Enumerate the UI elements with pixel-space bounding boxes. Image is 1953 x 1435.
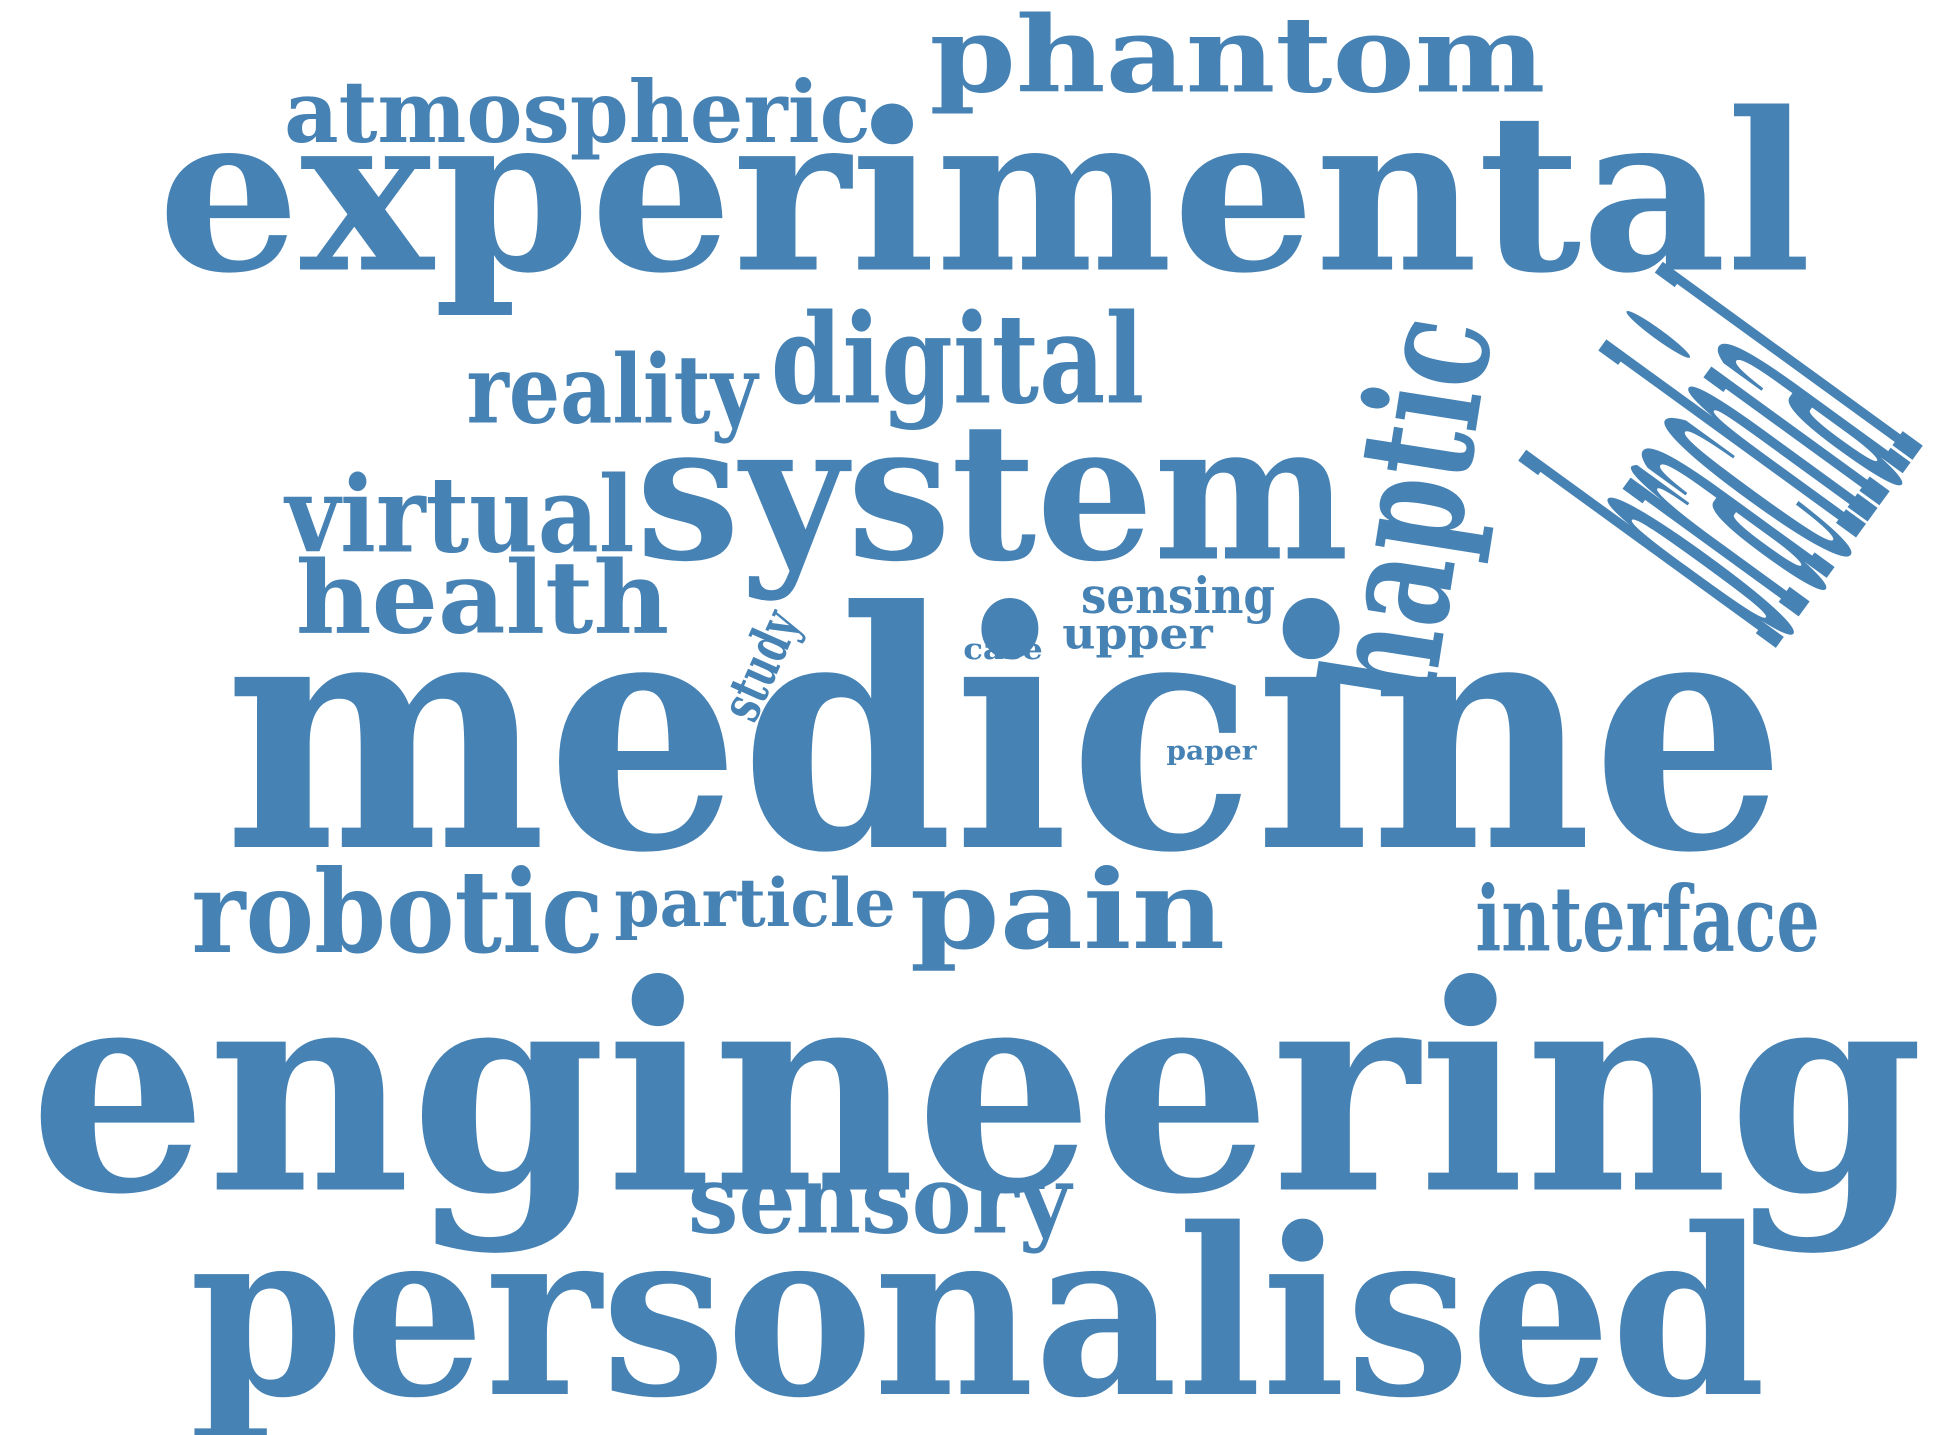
word-case: case [963, 632, 1043, 666]
word-virtual: virtual [284, 454, 635, 577]
word-sensory: sensory [688, 1145, 1074, 1256]
word-digital: digital [771, 288, 1144, 433]
word-upper: upper [1062, 610, 1213, 660]
word-atmospheric: atmospheric [284, 63, 871, 163]
word-paper: paper [1166, 736, 1257, 767]
word-sensing: sensing [1081, 567, 1275, 625]
word-phantom: phantom [930, 0, 1546, 117]
word-robotic: robotic [191, 845, 603, 979]
word-cloud-words: phantomatmosphericexperimentalbrachialre… [29, 0, 1953, 1435]
word-experimental: experimental [158, 65, 1812, 322]
word-medicine: medicine [224, 540, 1786, 925]
word-particle: particle [614, 864, 895, 942]
word-engineering: engineering [29, 923, 1923, 1258]
word-system: system [636, 381, 1349, 604]
word-personalised: personalised [189, 1178, 1765, 1435]
word-interface: interface [1475, 867, 1819, 973]
word-health: health [296, 539, 669, 657]
word-pain: pain [910, 845, 1225, 974]
word-reality: reality [467, 335, 760, 446]
